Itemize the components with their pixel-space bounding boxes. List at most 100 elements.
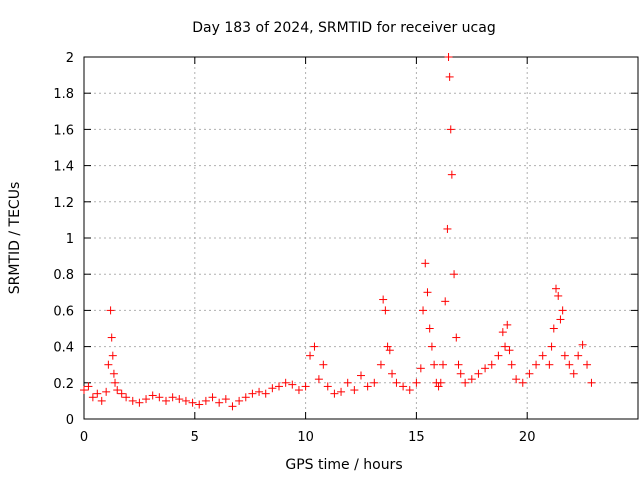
chart-title: Day 183 of 2024, SRMTID for receiver uca… [192, 20, 495, 36]
data-point [538, 351, 547, 360]
data-point [241, 393, 250, 402]
data-point [379, 295, 388, 304]
data-point [319, 360, 328, 369]
data-point [494, 351, 503, 360]
data-point [443, 224, 452, 233]
data-point [135, 398, 144, 407]
y-tick-label: 1.6 [53, 123, 74, 138]
data-point [501, 342, 510, 351]
data-point [474, 369, 483, 378]
data-point [181, 396, 190, 405]
data-point [525, 369, 534, 378]
data-point [552, 284, 561, 293]
y-axis-label: SRMTID / TECUs [7, 182, 23, 295]
data-point [456, 369, 465, 378]
axis-ticks: 00.20.40.60.811.21.41.61.820 5 10 15 20 [53, 51, 638, 445]
x-tick-label: 10 [297, 430, 314, 445]
data-point [107, 333, 116, 342]
data-point [314, 375, 323, 384]
data-point [487, 360, 496, 369]
data-point [405, 386, 414, 395]
data-point [436, 378, 445, 387]
data-point [574, 351, 583, 360]
data-point [461, 378, 470, 387]
data-point [281, 378, 290, 387]
data-point [122, 393, 131, 402]
data-point [108, 351, 117, 360]
data-point [288, 380, 297, 389]
x-tick-label: 0 [80, 430, 88, 445]
data-point [310, 342, 319, 351]
data-point [301, 382, 310, 391]
data-point [106, 306, 115, 315]
data-point [399, 382, 408, 391]
data-point [235, 396, 244, 405]
x-tick-label: 20 [519, 430, 536, 445]
data-point [294, 386, 303, 395]
data-point [441, 297, 450, 306]
data-point [376, 360, 385, 369]
data-point [248, 389, 257, 398]
data-point [545, 360, 554, 369]
data-point [93, 389, 102, 398]
y-tick-label: 0 [66, 413, 74, 428]
y-tick-label: 1 [66, 232, 74, 247]
data-point [168, 393, 177, 402]
data-point [275, 382, 284, 391]
data-point [446, 125, 455, 134]
data-point [161, 396, 170, 405]
data-point [419, 306, 428, 315]
data-point [113, 386, 122, 395]
data-point [450, 270, 459, 279]
data-point [438, 360, 447, 369]
data-point [221, 395, 230, 404]
data-point [444, 53, 453, 61]
data-point [228, 402, 237, 411]
data-point [255, 387, 264, 396]
data-point [188, 398, 197, 407]
grid-lines [84, 57, 638, 419]
y-tick-label: 0.8 [53, 268, 74, 283]
data-point [268, 384, 277, 393]
data-point [569, 369, 578, 378]
data-point [363, 382, 372, 391]
data-point [97, 396, 106, 405]
data-point [381, 306, 390, 315]
data-point [84, 382, 93, 391]
data-point [306, 351, 315, 360]
data-point [518, 378, 527, 387]
data-point [128, 396, 137, 405]
data-point [370, 378, 379, 387]
data-point [452, 333, 461, 342]
data-point [512, 375, 521, 384]
data-point [215, 398, 224, 407]
data-point [383, 342, 392, 351]
data-point [201, 396, 210, 405]
data-point [208, 393, 217, 402]
data-point [427, 342, 436, 351]
data-point [421, 259, 430, 268]
data-point [434, 382, 443, 391]
data-point [578, 340, 587, 349]
data-point [117, 389, 126, 398]
data-point [388, 369, 397, 378]
data-point [195, 400, 204, 409]
data-point [357, 371, 365, 380]
data-point [558, 306, 567, 315]
data-point [416, 364, 425, 373]
data-point [423, 288, 432, 297]
data-point [155, 393, 164, 402]
data-point [142, 395, 151, 404]
data-point [447, 170, 456, 179]
data-point [343, 378, 352, 387]
data-point [88, 393, 97, 402]
data-point [392, 378, 401, 387]
data-point [583, 360, 592, 369]
data-point [330, 389, 339, 398]
data-point [80, 386, 88, 395]
data-point [111, 378, 120, 387]
data-point [425, 324, 434, 333]
data-point [532, 360, 541, 369]
data-point [503, 320, 512, 329]
